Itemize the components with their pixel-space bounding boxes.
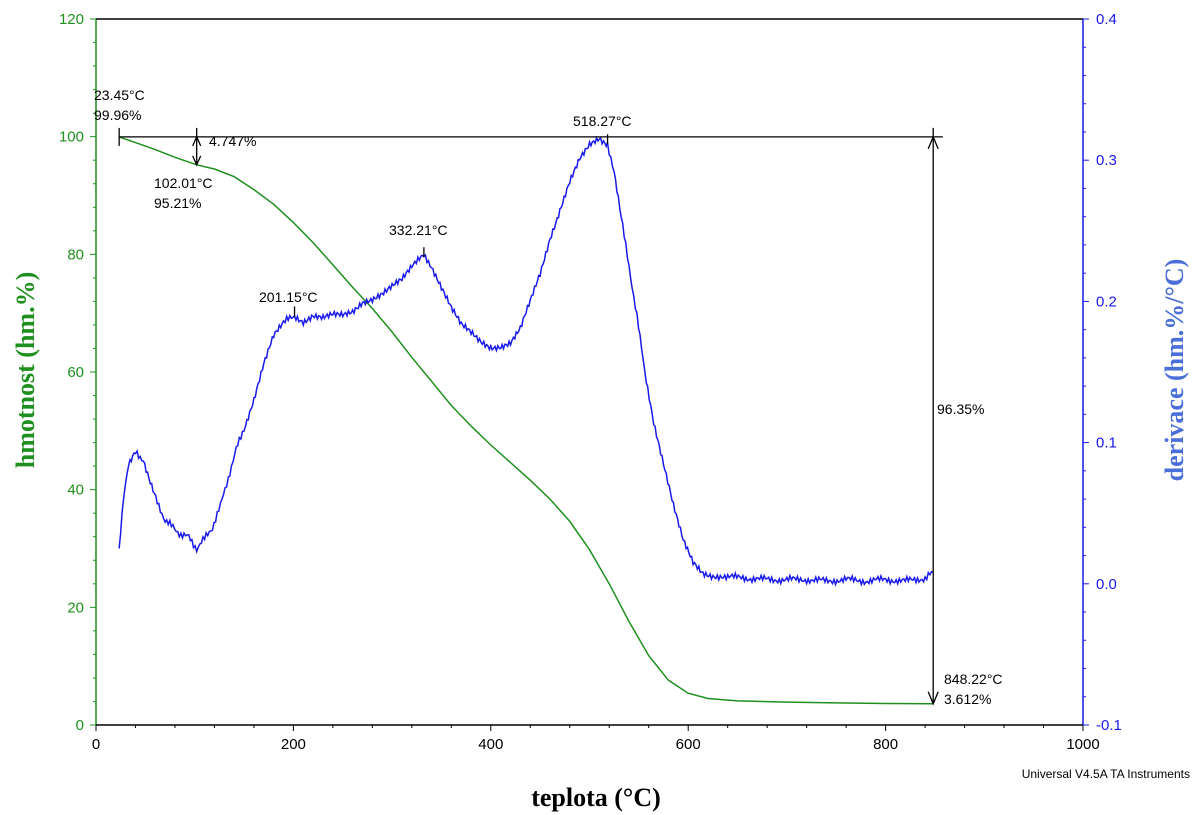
y-right-tick-label: 0.1 — [1096, 435, 1117, 452]
y-left-tick-label: 40 — [67, 482, 84, 499]
y-right-tick-label: -0.1 — [1096, 717, 1122, 734]
x-tick-label: 200 — [281, 736, 306, 753]
y-right-tick-label: 0.0 — [1096, 576, 1117, 593]
step1-weight-label: 95.21% — [154, 195, 201, 211]
y-right-tick-label: 0.2 — [1096, 293, 1117, 310]
derivative-curve — [118, 135, 934, 587]
y-left-tick-label: 0 — [76, 717, 84, 734]
right-axis-title: derivace (hm.%/°C) — [1160, 259, 1189, 482]
y-right-tick-label: 0.4 — [1096, 11, 1117, 28]
y-left-tick-label: 100 — [59, 129, 84, 146]
step1-temp-label: 102.01°C — [154, 175, 213, 191]
weight-curve — [118, 136, 934, 705]
total-loss-arrow-head-down — [927, 691, 939, 706]
x-tick-label: 0 — [92, 736, 100, 753]
x-tick-label: 1000 — [1066, 736, 1099, 753]
y-left-tick-label: 80 — [67, 246, 84, 263]
instrument-footer: Universal V4.5A TA Instruments — [1022, 767, 1190, 781]
start-weight-label: 99.96% — [94, 107, 141, 123]
total-loss-arrow-head-up — [927, 135, 939, 150]
start-temp-label: 23.45°C — [94, 87, 145, 103]
x-tick-label: 600 — [676, 736, 701, 753]
total-loss-label: 96.35% — [937, 401, 984, 417]
step1-loss-label: 4.747% — [209, 133, 256, 149]
axis-ticks: 0 200 400 600 800 1000 0 20 40 60 80 100 120 -0.1 0.0 0… — [59, 11, 1122, 753]
y-left-tick-label: 60 — [67, 364, 84, 381]
end-weight-label: 3.612% — [944, 691, 991, 707]
end-temp-label: 848.22°C — [944, 671, 1003, 687]
x-tick-label: 400 — [478, 736, 503, 753]
step1-arrow-head-up — [192, 135, 202, 147]
peak2-label: 332.21°C — [389, 222, 448, 238]
peak1-label: 201.15°C — [259, 289, 318, 305]
y-left-tick-label: 120 — [59, 11, 84, 28]
step1-arrow-head-down — [192, 155, 202, 167]
y-left-tick-label: 20 — [67, 599, 84, 616]
x-tick-label: 800 — [873, 736, 898, 753]
left-axis-title: hmotnost (hm.%) — [11, 272, 40, 468]
peak3-label: 518.27°C — [573, 113, 632, 129]
y-right-tick-label: 0.3 — [1096, 152, 1117, 169]
x-axis-title: teplota (°C) — [531, 783, 661, 812]
annotation-shapes — [118, 127, 943, 706]
